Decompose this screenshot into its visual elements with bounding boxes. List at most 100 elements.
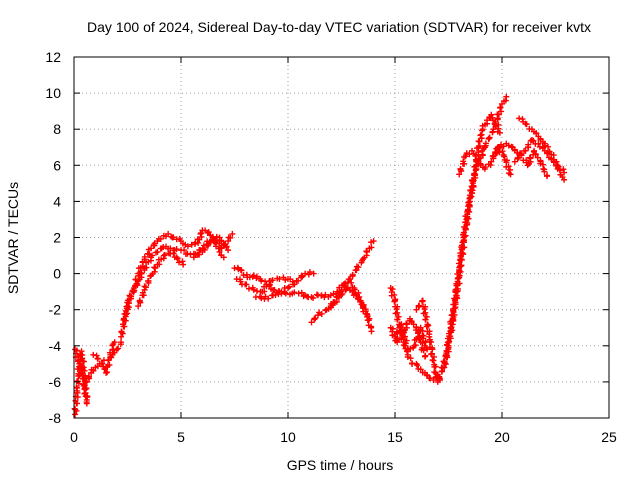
y-tick-label: 12 [45,49,61,65]
data-point [412,342,419,349]
data-point [445,339,452,346]
data-point [458,262,465,269]
data-point [392,333,398,340]
data-point [330,298,337,305]
y-tick-label: 2 [53,230,61,246]
data-point [130,287,137,294]
data-point [167,245,174,252]
data-point [493,149,500,156]
data-point [165,230,172,237]
data-point [516,115,523,122]
data-point [250,286,257,293]
data-point [505,163,512,170]
x-tick-label: 0 [70,429,78,445]
data-point [154,248,161,255]
data-point [205,241,212,248]
data-point [83,378,90,385]
data-point [429,350,436,357]
data-point [90,367,97,374]
data-point [220,254,227,261]
data-point [370,238,377,245]
data-point [90,351,97,358]
data-point [71,405,78,412]
data-point [176,259,183,266]
data-point [391,298,398,305]
data-point [531,147,538,154]
data-point [471,163,478,170]
data-point [466,208,473,215]
data-point [404,354,411,361]
data-point [104,369,111,376]
data-point [107,349,114,356]
data-point [227,234,234,241]
data-point [145,278,152,285]
data-point [201,246,208,253]
data-point [484,117,491,124]
data-point [441,359,448,366]
data-point [463,221,470,228]
data-point [389,286,396,293]
data-point [532,150,539,157]
data-point [82,389,89,396]
data-point [291,289,298,296]
data-point [408,318,415,325]
data-point [258,295,265,302]
data-point [295,277,302,284]
data-point [545,143,552,150]
data-point [535,140,542,147]
data-point [359,305,366,312]
x-tick-label: 20 [494,429,510,445]
y-tick-label: -8 [49,410,62,426]
data-point [368,244,375,251]
data-point [403,321,410,328]
data-point [120,321,127,328]
data-point [454,288,461,295]
data-point [488,158,495,165]
data-point [174,255,181,262]
data-point [348,279,355,286]
data-point [238,267,245,274]
data-point [357,298,364,305]
data-point [460,158,467,165]
data-point [152,265,159,272]
y-tick-label: -6 [49,374,62,390]
data-point [462,219,469,226]
data-point [407,345,414,352]
data-point [286,283,293,290]
data-point [471,170,478,177]
data-point [181,247,188,254]
data-point [302,270,309,277]
data-point [432,369,439,376]
data-point [149,252,156,259]
data-point [111,339,118,346]
data-point [258,277,265,284]
data-point [434,378,441,385]
data-point [81,386,88,393]
data-point [339,290,346,297]
data-point [310,295,317,302]
data-point [461,244,468,251]
data-point [115,345,122,352]
data-point [196,251,203,258]
data-point [462,153,469,160]
data-point [94,355,101,362]
data-point [486,134,493,141]
data-point [263,283,270,290]
data-point [184,243,191,250]
data-point [556,167,563,174]
data-point [394,316,401,323]
data-point [157,235,164,242]
data-point [105,357,112,364]
data-point [477,161,484,167]
data-point [462,232,469,239]
data-point [110,347,117,354]
data-point [482,164,489,171]
data-point [499,148,506,155]
data-point [210,237,217,244]
data-point [465,201,472,208]
data-point [151,264,158,271]
data-point [470,183,477,190]
data-point [496,129,503,136]
